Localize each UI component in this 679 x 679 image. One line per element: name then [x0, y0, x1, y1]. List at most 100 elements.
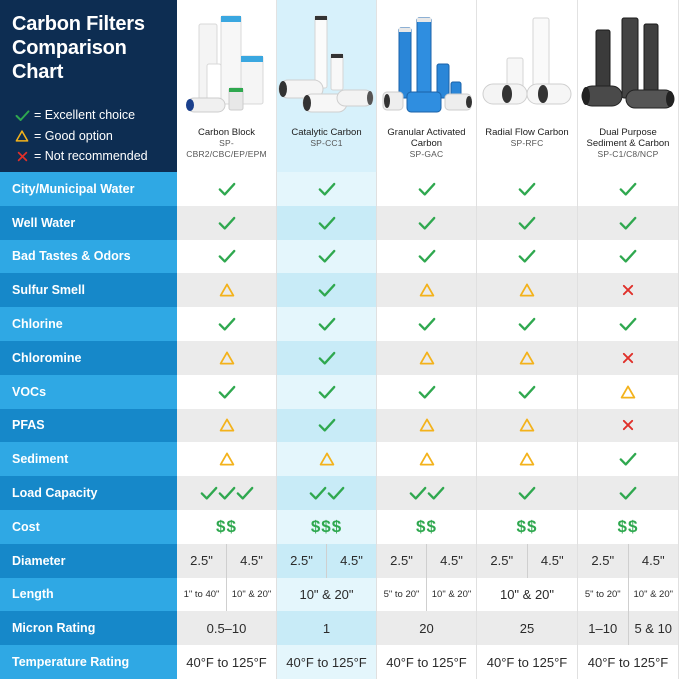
- check-icon: [318, 419, 335, 433]
- table-cell: [578, 374, 679, 409]
- table-cell: [477, 273, 578, 308]
- row-label: Bad Tastes & Odors: [0, 239, 177, 274]
- row-label: Temperature Rating: [0, 645, 177, 679]
- row-label: Sulfur Smell: [0, 273, 177, 308]
- legend-label: = Not recommended: [34, 149, 148, 164]
- check-icon: [518, 486, 536, 500]
- check-icon: [418, 250, 435, 264]
- table-cell: 1–10 5 & 10: [578, 611, 679, 646]
- cell-value: 1–10: [578, 611, 629, 646]
- row-label: Diameter: [0, 543, 177, 578]
- table-cell: [477, 408, 578, 443]
- cell-value: 5 & 10: [634, 620, 673, 636]
- table-cell: 5" to 20" 10" & 20": [578, 577, 679, 612]
- row-label: Sediment: [0, 442, 177, 477]
- table-cell: [578, 408, 679, 443]
- triangle-icon: [12, 129, 32, 143]
- row-label: Length: [0, 577, 177, 612]
- table-cell: [477, 374, 578, 409]
- cell-value: 1" to 40": [177, 577, 227, 612]
- table-cell: [578, 340, 679, 375]
- check-icon: [619, 486, 637, 500]
- triangle-icon: [519, 283, 535, 297]
- check-icon: [318, 385, 335, 399]
- filter-title: Dual Purpose Sediment & Carbon: [586, 127, 670, 149]
- filter-name: Radial Flow Carbon SP-RFC: [479, 127, 575, 149]
- dual-purpose-filters-image: [581, 17, 675, 109]
- cell-value: 2.5": [477, 543, 528, 578]
- check-icon: [218, 385, 235, 399]
- table-cell: 1: [277, 611, 377, 646]
- row-label: City/Municipal Water: [0, 172, 177, 206]
- cell-value: 40°F to 125°F: [386, 654, 467, 670]
- table-cell: $$$: [277, 509, 377, 544]
- cell-value: 5" to 20": [377, 577, 427, 612]
- triangle-icon: [219, 351, 234, 365]
- cost-value: $$: [216, 516, 237, 536]
- triangle-icon: [620, 385, 636, 399]
- cell-value: 40°F to 125°F: [186, 654, 267, 670]
- gac-filters-image: [382, 17, 472, 113]
- filter-code: SP-RFC: [510, 138, 544, 148]
- check-icon: [318, 216, 335, 230]
- row-label: Chloromine: [0, 340, 177, 375]
- cell-value: 2.5": [277, 543, 327, 578]
- table-cell: [477, 442, 578, 477]
- check-icon: [619, 317, 637, 331]
- title-line: Carbon Filters: [12, 13, 145, 35]
- check-icon: [200, 486, 217, 500]
- table-cell: 5" to 20" 10" & 20": [377, 577, 477, 612]
- filter-name: Dual Purpose Sediment & Carbon SP-C1/C8/…: [580, 127, 676, 160]
- check-icon: [418, 385, 435, 399]
- table-cell: [377, 205, 477, 240]
- check-icon: [309, 486, 326, 500]
- radial-flow-filters-image: [482, 17, 572, 105]
- title-line: Comparison: [12, 37, 127, 59]
- table-cell: 1" to 40" 10" & 20": [177, 577, 277, 612]
- table-cell: [377, 442, 477, 477]
- table-cell: 40°F to 125°F: [477, 645, 578, 679]
- table-cell: [477, 476, 578, 510]
- table-cell: [177, 374, 277, 409]
- cell-value: 40°F to 125°F: [587, 654, 669, 670]
- check-icon: [318, 284, 335, 297]
- check-icon: [518, 182, 536, 196]
- chart-title: Carbon Filters Comparison Chart: [12, 12, 177, 84]
- triangle-icon: [519, 452, 535, 466]
- table-cell: 2.5" 4.5": [377, 543, 477, 578]
- check-icon: [518, 216, 536, 230]
- column-header-carbon-block: Carbon Block SP-CBR2/CBC/EP/EPM: [177, 0, 277, 172]
- table-cell: $$: [177, 509, 277, 544]
- table-cell: [477, 172, 578, 206]
- filter-name: Granular Activated Carbon SP-GAC: [379, 127, 474, 160]
- cell-value: 0.5–10: [206, 620, 247, 636]
- filter-code: SP-CC1: [310, 138, 343, 148]
- x-icon: [622, 352, 634, 363]
- filter-code: SP-CBR2/CBC/EP/EPM: [186, 138, 267, 159]
- check-icon: [418, 216, 435, 230]
- row-label: Chlorine: [0, 307, 177, 341]
- legend-item-good: = Good option: [12, 126, 148, 147]
- cell-value: 25: [519, 620, 535, 636]
- table-cell: [277, 172, 377, 206]
- x-icon: [622, 420, 634, 431]
- table-cell: 2.5" 4.5": [578, 543, 679, 578]
- table-cell: [578, 172, 679, 206]
- table-cell: [578, 205, 679, 240]
- table-cell: [377, 340, 477, 375]
- check-icon: [619, 216, 637, 230]
- cost-value: $$: [416, 516, 437, 536]
- cell-value: 1: [322, 620, 331, 636]
- check-icon: [218, 486, 235, 500]
- catalytic-carbon-filters-image: [278, 15, 374, 113]
- table-cell: [377, 239, 477, 274]
- table-cell: 25: [477, 611, 578, 646]
- check-icon: [619, 453, 637, 466]
- split-cell: 1" to 40" 10" & 20": [177, 577, 276, 612]
- check-icon: [418, 317, 435, 331]
- split-cell: 1–10 5 & 10: [578, 611, 678, 646]
- column-header-dual-purpose: Dual Purpose Sediment & Carbon SP-C1/C8/…: [578, 0, 679, 172]
- table-cell: [177, 239, 277, 274]
- table-cell: [377, 307, 477, 341]
